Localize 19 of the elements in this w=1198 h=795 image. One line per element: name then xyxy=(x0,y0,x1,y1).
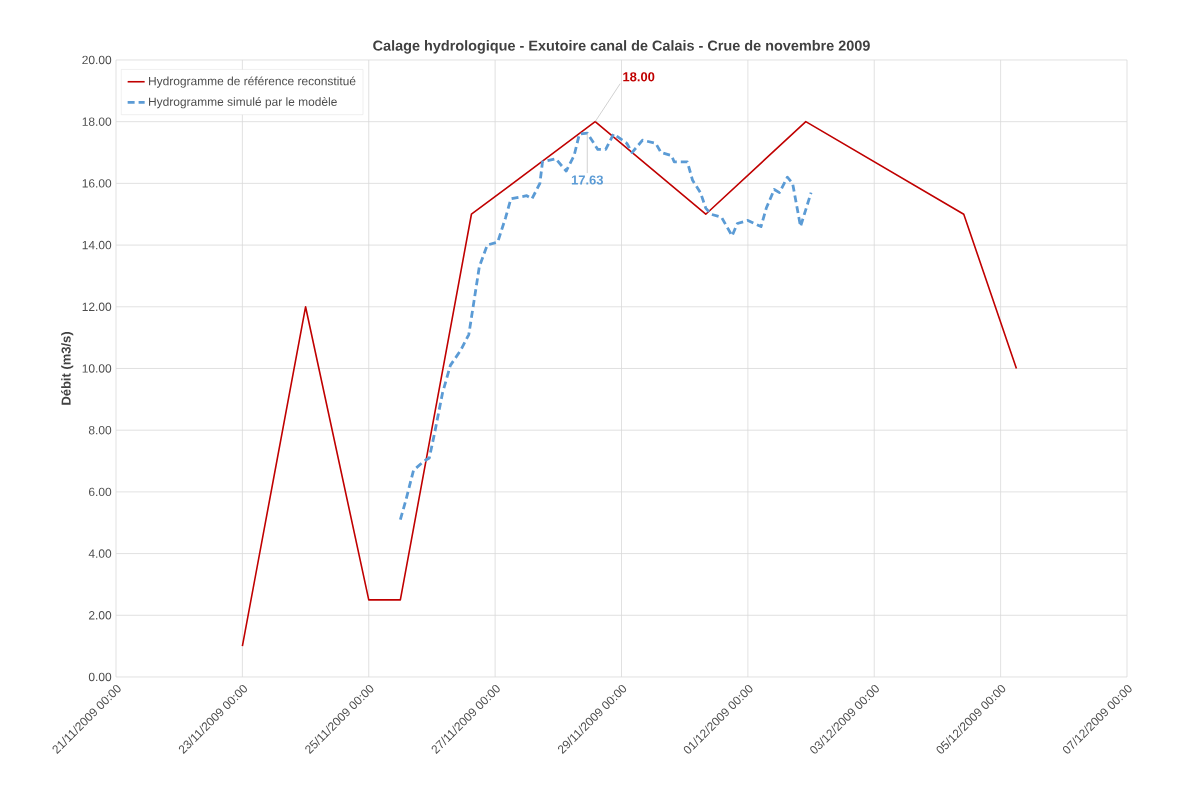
annotation: 18.00 xyxy=(623,72,655,82)
y-tick-label: 6.00 xyxy=(89,487,112,497)
y-tick-label: 2.00 xyxy=(88,611,112,620)
y-tick-label: 16.00 xyxy=(82,179,112,188)
line-series xyxy=(241,120,1018,647)
annotation: 17.63 xyxy=(571,175,604,185)
y-tick-label: 0.00 xyxy=(88,672,112,682)
chart-title: Calage hydrologique - Exutoire canal de Calais - Crue de novembre 2009 xyxy=(373,40,870,54)
y-tick-label: 20.00 xyxy=(82,55,112,65)
legend-label: Hydrogramme de référence reconstitué xyxy=(149,76,356,88)
line-series xyxy=(398,131,813,522)
y-tick-label: 14.00 xyxy=(82,240,112,250)
legend-label: Hydrogramme simulé par le modèle xyxy=(149,97,337,109)
y-tick-label: 10.00 xyxy=(82,364,112,373)
y-axis-title: Débit (m3/s) xyxy=(61,332,74,405)
y-tick-label: 18.00 xyxy=(82,117,112,126)
y-tick-label: 8.00 xyxy=(88,425,112,435)
y-tick-label: 4.00 xyxy=(88,549,112,558)
y-tick-label: 12.00 xyxy=(82,302,112,312)
